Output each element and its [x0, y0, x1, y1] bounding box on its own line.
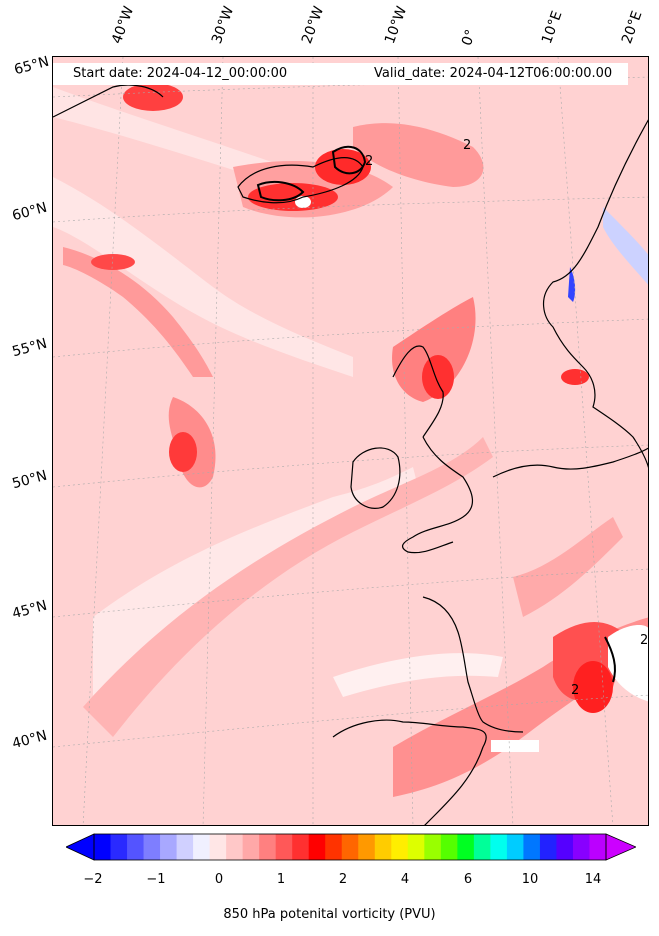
lon-label-10e: 10°E: [538, 8, 566, 46]
pv-2-contours: [256, 145, 616, 683]
colorbar-cell: [143, 834, 161, 860]
colorbar-label: 850 hPa potenital vorticity (PVU): [223, 907, 436, 922]
contour-label: 2: [463, 138, 471, 153]
colorbar-cell: [407, 834, 425, 860]
france-coast: [422, 596, 524, 733]
colorbar-cell: [193, 834, 211, 860]
colorbar-cell: [242, 834, 260, 860]
lat-label-45n: 45°N: [10, 597, 49, 623]
valid-date-label: Valid_date: 2024-04-12T06:00:00.00: [374, 66, 613, 81]
colorbar-cell: [160, 834, 178, 860]
negative-pv-patch: [568, 267, 576, 302]
colorbar-cells: [94, 834, 607, 860]
lat-label-40n: 40°N: [10, 727, 49, 753]
colorbar-cell: [308, 834, 326, 860]
colorbar-tick-label: 10: [521, 872, 539, 887]
colorbar-cell: [110, 834, 128, 860]
colorbar-cell: [259, 834, 277, 860]
high-pv-band: [392, 297, 476, 402]
colorbar-tick-label: 14: [584, 872, 602, 887]
colorbar-cell: [473, 834, 491, 860]
lon-label-20e: 20°E: [618, 8, 646, 46]
map-frame: 2 2 2 2: [52, 56, 649, 826]
colorbar-cell: [589, 834, 607, 860]
negative-pv-patch: [603, 207, 648, 285]
continent-coast: [492, 447, 648, 478]
pv-maximum: [91, 254, 135, 270]
lon-label-0: 0°: [458, 27, 480, 48]
lat-label-50n: 50°N: [10, 467, 49, 493]
contour-label: 2: [640, 633, 648, 648]
colorbar-cell: [127, 834, 145, 860]
contour-label: 2: [365, 154, 373, 169]
colorbar-cell: [358, 834, 376, 860]
colorbar-cell: [556, 834, 574, 860]
lon-label-20w: 20°W: [298, 4, 328, 46]
high-pv-band: [513, 517, 623, 617]
pv-maximum: [248, 183, 338, 211]
coastlines: [53, 84, 648, 825]
colorbar-cell: [572, 834, 590, 860]
colorbar-cell: [490, 834, 508, 860]
contour-label: 2: [571, 683, 579, 698]
scandinavia-coast: [543, 119, 648, 469]
missing-data-patch: [295, 196, 311, 208]
colorbar-tick-label: 2: [338, 872, 348, 887]
colorbar-cell: [341, 834, 359, 860]
colorbar-tick-label: 1: [276, 872, 286, 887]
colorbar-max-arrow: [605, 833, 636, 861]
colorbar-cell: [523, 834, 541, 860]
colorbar-cell: [539, 834, 557, 860]
colorbar: [66, 833, 636, 861]
britain-coast: [401, 436, 473, 554]
colorbar-min-arrow: [66, 833, 95, 861]
header-strip: [53, 63, 628, 85]
lat-label-55n: 55°N: [10, 335, 49, 361]
colorbar-cell: [391, 834, 409, 860]
pv-field-map: 2 2 2 2: [53, 57, 648, 825]
high-pv-band: [353, 123, 484, 187]
pv-maximum: [422, 355, 454, 399]
colorbar-cell: [424, 834, 442, 860]
greenland-coast: [53, 84, 164, 118]
colorbar-cell: [374, 834, 392, 860]
start-date-label: Start date: 2024-04-12_00:00:00: [73, 66, 288, 81]
colorbar-cell: [94, 834, 112, 860]
missing-data-patch: [608, 625, 648, 702]
colorbar-cell: [440, 834, 458, 860]
colorbar-tick-label: −2: [83, 872, 103, 887]
colorbar-tick-label: 6: [463, 872, 473, 887]
missing-data-patch: [491, 740, 539, 752]
low-pv-band: [53, 177, 353, 377]
colorbar-tick-label: 0: [214, 872, 224, 887]
colorbar-tick-label: 4: [400, 872, 410, 887]
colorbar-cell: [325, 834, 343, 860]
colorbar-outline: [93, 833, 607, 861]
pv-maximum: [561, 369, 589, 385]
pv-maximum: [573, 661, 613, 713]
pv-maximum: [123, 83, 183, 111]
lat-label-65n: 65°N: [12, 53, 51, 79]
lat-label-60n: 60°N: [10, 199, 49, 225]
low-pv-band: [333, 653, 503, 697]
high-pv-band: [83, 437, 493, 737]
colorbar-cell: [457, 834, 475, 860]
ireland-coast: [350, 447, 401, 509]
lon-label-40w: 40°W: [108, 4, 138, 46]
graticule: [53, 57, 648, 825]
iberia-coast: [332, 719, 487, 825]
lon-label-30w: 30°W: [208, 4, 238, 46]
colorbar-cell: [209, 834, 227, 860]
pv-maximum: [169, 432, 197, 472]
lon-label-10w: 10°W: [381, 4, 411, 46]
colorbar-cell: [292, 834, 310, 860]
scotland-coast: [392, 345, 444, 438]
colorbar-cell: [275, 834, 293, 860]
colorbar-cell: [226, 834, 244, 860]
colorbar-tick-label: −1: [146, 872, 166, 887]
colorbar-cell: [176, 834, 194, 860]
colorbar-cell: [506, 834, 524, 860]
high-pv-band: [63, 247, 213, 377]
